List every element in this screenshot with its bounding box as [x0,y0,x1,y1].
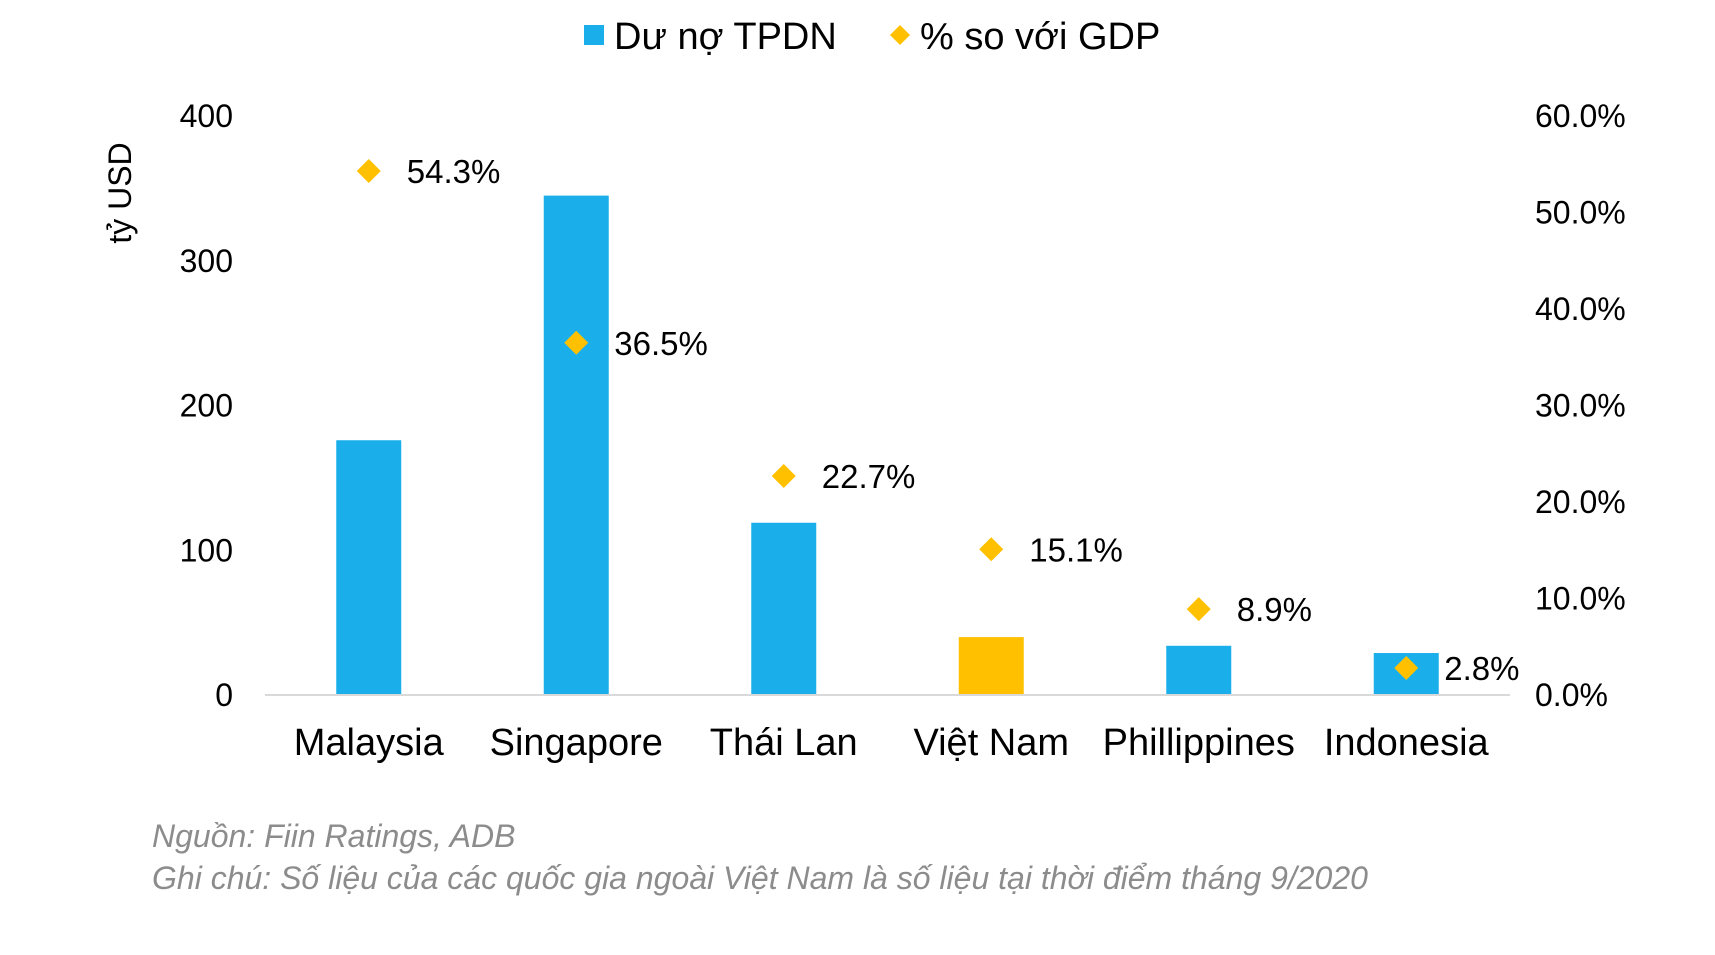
right-tick-label: 50.0% [1535,195,1626,231]
bar [1166,645,1232,695]
bar [336,440,402,695]
gdp-data-label: 36.5% [614,325,708,362]
gdp-marker [771,463,796,488]
right-axis-ticks: 0.0% 10.0% 20.0% 30.0% 40.0% 50.0% 60.0% [1535,98,1626,713]
left-tick-label: 200 [180,388,233,424]
legend: Dư nợ TPDN % so với GDP [584,16,1160,58]
footnote: Ghi chú: Số liệu của các quốc gia ngoài … [152,860,1368,896]
combo-chart: Dư nợ TPDN % so với GDP tỷ USD 0 100 200 30… [102,16,1626,764]
gdp-marker [1186,597,1211,622]
gdp-data-label: 2.8% [1444,650,1519,687]
bar [751,522,817,695]
y-axis-title: tỷ USD [102,142,138,243]
gdp-data-label: 15.1% [1029,531,1123,568]
legend-bar-label: Dư nợ TPDN [614,16,837,58]
legend-marker-label: % so với GDP [920,16,1160,58]
left-tick-label: 100 [180,532,233,568]
category-label: Indonesia [1324,722,1490,764]
gdp-data-label: 22.7% [822,458,916,495]
gdp-data-label: 8.9% [1237,591,1312,628]
category-label: Phillippines [1103,722,1295,764]
left-tick-label: 400 [180,98,233,134]
right-tick-label: 20.0% [1535,484,1626,520]
right-tick-label: 0.0% [1535,677,1608,713]
category-labels: Malaysia Singapore Thái Lan Việt Nam Phillip… [294,722,1490,764]
bar-series [336,195,1439,696]
category-label: Việt Nam [913,722,1069,764]
gdp-data-label: 54.3% [407,153,501,190]
source-note: Nguồn: Fiin Ratings, ADB [152,818,516,854]
category-label: Singapore [490,722,663,764]
category-label: Malaysia [294,722,445,764]
right-tick-label: 60.0% [1535,98,1626,134]
bar [958,637,1024,695]
left-axis-ticks: 0 100 200 300 400 [180,98,233,713]
right-tick-label: 30.0% [1535,388,1626,424]
marker-series: 54.3% 36.5% 22.7% 15.1% 8.9% 2.8% [356,153,1519,687]
legend-bar-swatch [584,25,604,45]
left-tick-label: 300 [180,243,233,279]
legend-marker-swatch [890,25,910,45]
right-tick-label: 40.0% [1535,291,1626,327]
right-tick-label: 10.0% [1535,581,1626,617]
bar [543,195,609,696]
gdp-marker [356,159,381,184]
category-label: Thái Lan [710,722,858,764]
gdp-marker [979,537,1004,562]
gdp-marker [564,330,589,355]
left-tick-label: 0 [215,677,233,713]
gdp-marker [1394,655,1419,680]
